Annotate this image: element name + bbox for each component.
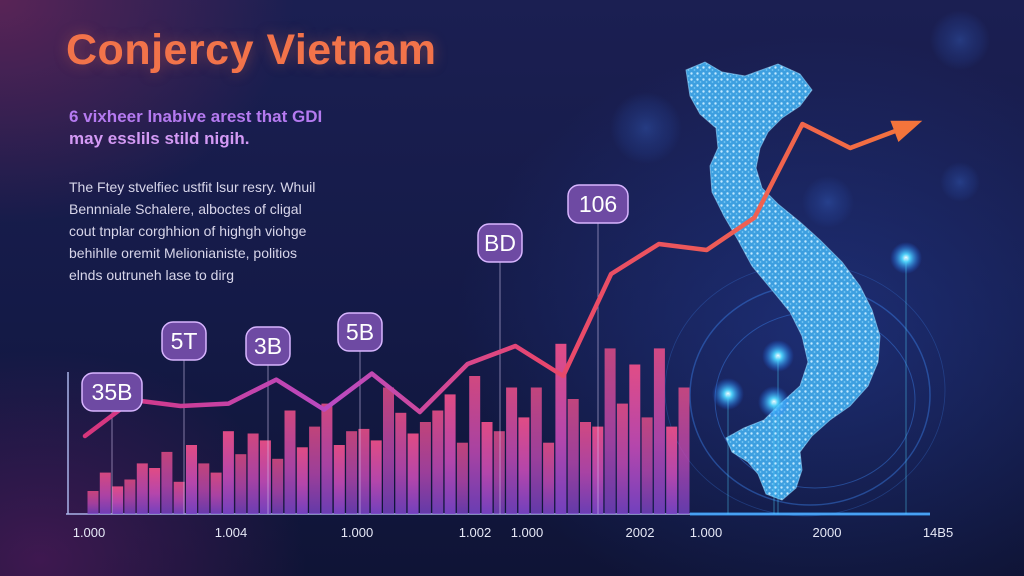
x-tick-labels: 1.000 1.004 1.000 1.002 1.000 2002 1.000 2000 14…: [73, 525, 953, 540]
vietnam-map-icon: [685, 61, 881, 501]
bar: [247, 433, 259, 514]
bar: [666, 426, 678, 514]
bar: [481, 422, 493, 514]
page-title: Conjercy Vietnam: [66, 26, 437, 74]
bar: [518, 417, 530, 514]
x-tick-label: 1.002: [459, 525, 492, 540]
value-label: BD: [484, 230, 516, 256]
value-label-box: [81, 372, 143, 412]
bar: [383, 387, 394, 514]
value-label-box: [567, 184, 629, 224]
x-tick-label: 1.000: [690, 525, 723, 540]
bar: [284, 410, 296, 514]
bar: [112, 486, 124, 514]
glow-point-icon: [762, 340, 794, 372]
bar: [469, 376, 481, 514]
bar: [370, 440, 382, 514]
description-line: behihlle oremit Melionianiste, politios: [69, 245, 298, 261]
value-label: 3B: [254, 333, 282, 359]
description-line: elnds outruneh lase to dirg: [69, 267, 234, 283]
bar: [99, 472, 111, 514]
bar: [173, 481, 185, 514]
value-label: 5B: [346, 319, 374, 345]
bar: [444, 394, 456, 514]
description-line: The Ftey stvelfiec ustfit lsur resry. Wh…: [69, 179, 316, 195]
bar: [678, 387, 690, 514]
bokeh-decoration: [610, 10, 990, 228]
bar: [272, 458, 284, 514]
bar: [419, 422, 431, 514]
bar: [296, 447, 308, 514]
bar: [395, 412, 407, 514]
bar: [161, 451, 173, 514]
value-label: 106: [579, 191, 617, 217]
bar: [210, 472, 222, 514]
x-tick-label: 2002: [626, 525, 655, 540]
glow-points: [712, 242, 922, 514]
bar: [186, 445, 197, 514]
description: The Ftey stvelfiec ustfit lsur resry. Wh…: [69, 176, 369, 286]
bar: [358, 428, 370, 514]
glow-point-icon: [758, 386, 790, 418]
bar: [136, 463, 148, 514]
trend-line: [82, 121, 901, 439]
trend-line-series: [82, 120, 923, 439]
bar: [641, 417, 653, 514]
bar: [530, 387, 542, 514]
subtitle: 6 vixheer lnabive arest that GDI may ess…: [69, 106, 399, 150]
bar: [149, 468, 161, 514]
bar: [653, 348, 665, 514]
bar: [235, 454, 247, 514]
bar: [629, 364, 641, 514]
bar: [259, 440, 271, 514]
bar: [333, 445, 345, 514]
value-label: 5T: [171, 328, 198, 354]
bar: [543, 442, 555, 514]
x-tick-label: 2000: [813, 525, 842, 540]
bar: [506, 387, 518, 514]
x-tick-label: 1.000: [341, 525, 374, 540]
bar: [87, 491, 99, 514]
bar: [309, 426, 321, 514]
trend-arrow-icon: [890, 120, 923, 142]
bar: [432, 410, 444, 514]
value-label-leaders: [111, 223, 599, 514]
value-label-box: [337, 312, 383, 352]
bar: [346, 431, 358, 514]
bar: [407, 433, 419, 514]
value-label-box: [245, 326, 291, 366]
glow-point-icon: [712, 378, 744, 410]
subtitle-line: may esslils stild nigih.: [69, 129, 250, 148]
bar: [580, 422, 591, 514]
bar: [222, 431, 234, 514]
value-label-box: [161, 321, 207, 361]
bar-series: [87, 343, 690, 514]
value-label: 35B: [92, 379, 133, 405]
bar: [567, 399, 579, 514]
description-line: cout tnplar corghhion of highgh viohge: [69, 223, 307, 239]
x-tick-label: 1.000: [511, 525, 544, 540]
value-label-box: [477, 223, 523, 263]
bar: [456, 442, 468, 514]
bar: [493, 431, 505, 514]
bar: [616, 403, 628, 514]
x-tick-label: 1.000: [73, 525, 106, 540]
bar: [124, 479, 136, 514]
bar: [321, 403, 333, 514]
x-tick-label: 14B5: [923, 525, 953, 540]
bar: [604, 348, 616, 514]
subtitle-line: 6 vixheer lnabive arest that GDI: [69, 107, 323, 126]
glow-point-icon: [890, 242, 922, 274]
value-labels: 35B 5T 3B 5B BD 106: [81, 184, 629, 412]
bar: [198, 463, 210, 514]
x-tick-label: 1.004: [215, 525, 248, 540]
description-line: Bennniale Schalere, alboctes of cligal: [69, 201, 302, 217]
bar: [555, 343, 567, 514]
